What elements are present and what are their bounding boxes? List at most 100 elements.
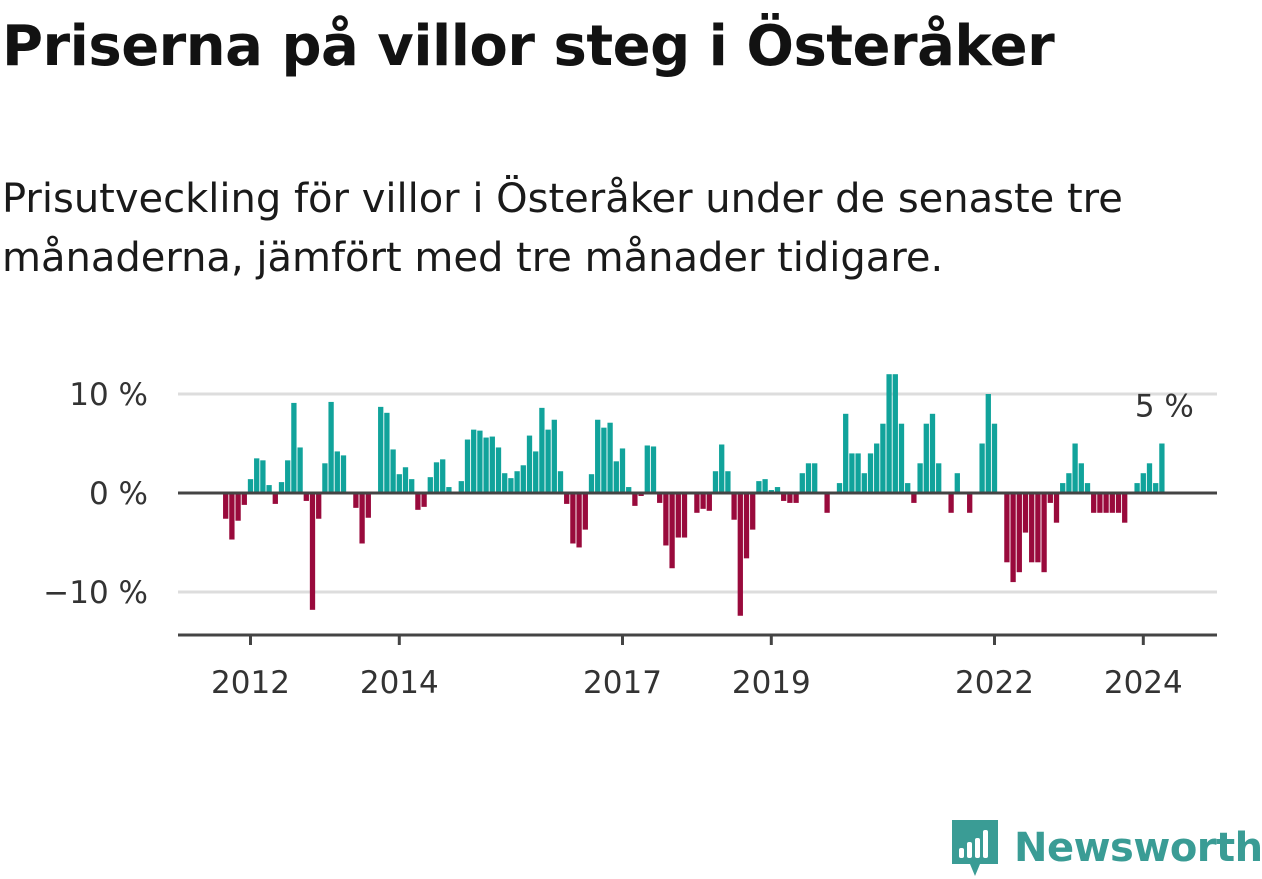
- bar: [750, 493, 756, 530]
- bar: [979, 443, 985, 493]
- bar: [712, 471, 719, 493]
- x-tick-label: 2022: [955, 665, 1034, 701]
- bar: [235, 493, 241, 521]
- bar: [545, 429, 551, 493]
- bar: [836, 483, 843, 493]
- bar: [607, 422, 613, 493]
- bar: [1115, 493, 1122, 513]
- bar: [595, 419, 601, 493]
- bar: [241, 493, 247, 505]
- bar: [675, 493, 681, 538]
- bar: [316, 493, 322, 519]
- bar: [644, 445, 650, 493]
- bar: [570, 493, 576, 544]
- price-change-bar-chart: 10 % 0 % −10 % 2012 2014 2017 2019 2022 2024 5 …: [43, 374, 1217, 701]
- bar: [446, 487, 452, 493]
- bar: [266, 485, 272, 493]
- bar: [762, 479, 768, 493]
- bar: [719, 444, 725, 493]
- bar: [402, 467, 409, 493]
- bar: [613, 461, 619, 493]
- bar: [843, 413, 849, 493]
- bar: [669, 493, 675, 569]
- bar: [328, 401, 334, 493]
- bar: [725, 471, 731, 493]
- bar: [799, 473, 805, 493]
- bar: [1159, 443, 1165, 493]
- bar: [1146, 463, 1153, 493]
- bar: [601, 427, 607, 493]
- bar: [471, 429, 477, 493]
- bar: [657, 493, 663, 503]
- bar: [861, 473, 867, 493]
- bar: [743, 493, 750, 559]
- bar: [967, 493, 973, 513]
- bar: [247, 479, 254, 493]
- bar: [1103, 493, 1109, 513]
- bar: [1084, 483, 1091, 493]
- bar: [911, 493, 917, 503]
- bar: [1153, 483, 1159, 493]
- bar: [824, 493, 830, 513]
- bar: [1140, 473, 1146, 493]
- bar: [1072, 443, 1078, 493]
- bar: [954, 473, 960, 493]
- bar: [1053, 493, 1060, 523]
- bar: [632, 493, 638, 506]
- bar: [880, 423, 886, 493]
- bar: [812, 463, 818, 493]
- bar: [1060, 483, 1066, 493]
- bar: [533, 451, 539, 493]
- bar: [936, 463, 942, 493]
- bar: [731, 493, 737, 520]
- bar: [489, 436, 495, 493]
- bar: [551, 419, 557, 493]
- bar: [384, 412, 390, 493]
- bar: [923, 423, 929, 493]
- bar: [681, 493, 688, 538]
- bar: [787, 493, 793, 503]
- bar: [322, 463, 328, 493]
- bar: [508, 478, 514, 493]
- bar: [706, 493, 712, 511]
- bar: [663, 493, 669, 546]
- bar: [582, 493, 588, 530]
- y-axis: 10 % 0 % −10 %: [43, 377, 148, 611]
- bar: [781, 493, 787, 501]
- bar: [359, 493, 365, 544]
- x-tick-label: 2012: [211, 665, 290, 701]
- bar: [272, 493, 278, 504]
- bar: [1022, 493, 1029, 533]
- bar: [1047, 493, 1053, 503]
- x-tick-label: 2014: [360, 665, 439, 701]
- bar: [694, 493, 700, 513]
- bar: [849, 453, 855, 493]
- y-tick-label: 10 %: [69, 377, 148, 413]
- y-tick-label: 0 %: [89, 476, 148, 512]
- bar: [477, 430, 483, 493]
- bar: [303, 493, 309, 501]
- bar: [1109, 493, 1115, 513]
- bar: [700, 493, 706, 509]
- bar: [917, 463, 923, 493]
- bar: [1066, 473, 1072, 493]
- bar: [483, 437, 489, 493]
- x-tick-label: 2024: [1104, 665, 1183, 701]
- gridlines: [178, 392, 1217, 594]
- bar: [464, 439, 471, 493]
- chart-title: Priserna på villor steg i Österåker: [2, 14, 1055, 79]
- bar-series: [223, 374, 1165, 616]
- bar: [260, 460, 266, 493]
- bar: [576, 493, 582, 548]
- bar: [1091, 493, 1097, 513]
- bar: [1029, 493, 1035, 563]
- bar: [526, 435, 533, 493]
- bar: [291, 402, 297, 493]
- bar: [1004, 493, 1010, 563]
- bar: [948, 493, 954, 513]
- newsworthy-logo: Newsworthy: [950, 818, 1262, 878]
- brand-name: Newsworthy: [1014, 825, 1262, 871]
- bar: [365, 493, 371, 518]
- bar: [421, 493, 427, 507]
- bar: [1041, 493, 1047, 573]
